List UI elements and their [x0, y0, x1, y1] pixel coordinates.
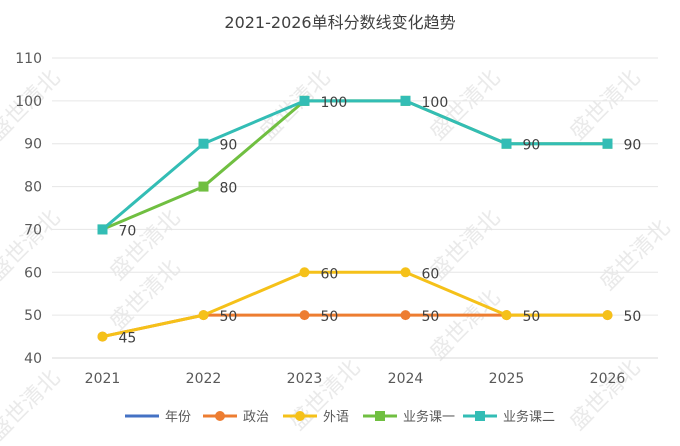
- data-point-square: [602, 138, 613, 149]
- legend-item: 政治: [203, 410, 269, 425]
- x-tick-label: 2026: [590, 371, 626, 387]
- data-point-square: [198, 181, 209, 192]
- legend-label: 外语: [323, 410, 349, 425]
- data-point-circle: [400, 267, 411, 278]
- series-line: [101, 99, 608, 231]
- data-label: 60: [321, 266, 339, 282]
- data-point-circle: [299, 310, 310, 321]
- legend-label: 业务课一: [403, 409, 455, 425]
- data-label: 100: [321, 95, 348, 111]
- data-point-circle: [97, 331, 108, 342]
- watermark-text: 盛世清北: [0, 365, 65, 445]
- y-tick-label: 90: [24, 137, 42, 153]
- legend-item: 业务课一: [363, 409, 455, 425]
- y-tick-label: 70: [24, 222, 42, 238]
- legend-marker: [375, 411, 385, 421]
- legend-marker: [215, 411, 225, 421]
- legend-label: 年份: [165, 410, 191, 425]
- series-line: [102, 270, 608, 339]
- data-label: 50: [321, 309, 339, 325]
- y-tick-label: 100: [15, 94, 42, 110]
- data-label: 90: [220, 138, 238, 154]
- data-label: 50: [220, 309, 238, 325]
- data-point-square: [97, 224, 108, 235]
- y-tick-label: 40: [24, 351, 42, 367]
- series-外语: [97, 267, 613, 342]
- data-label-layer: 50 50 45 50 60 60 50 50 80 70 90 100 100 90 90: [119, 95, 642, 347]
- chart-title: 2021-2026单科分数线变化趋势: [224, 13, 455, 32]
- data-label: 90: [624, 138, 642, 154]
- data-label: 50: [523, 309, 541, 325]
- y-axis: 40 50 60 70 80 90 100 110: [15, 51, 42, 367]
- x-tick-label: 2023: [287, 371, 323, 387]
- legend-item: 业务课二: [463, 409, 555, 425]
- data-point-square: [299, 95, 310, 106]
- data-point-circle: [299, 267, 310, 278]
- legend-item: 外语: [283, 410, 349, 425]
- data-label: 45: [119, 331, 137, 347]
- data-point-circle: [501, 310, 512, 321]
- data-point-square: [400, 95, 411, 106]
- series-layer: [97, 95, 613, 342]
- series-业务课二: [97, 95, 613, 235]
- legend-label: 政治: [243, 410, 269, 425]
- data-label: 50: [422, 309, 440, 325]
- watermark-text: 盛世清北: [565, 355, 645, 435]
- legend-marker: [475, 411, 485, 421]
- data-point-circle: [400, 310, 411, 321]
- data-point-square: [501, 138, 512, 149]
- y-tick-label: 110: [15, 51, 42, 67]
- data-label: 50: [624, 309, 642, 325]
- data-point-circle: [602, 310, 613, 321]
- legend-marker: [295, 411, 305, 421]
- x-tick-label: 2022: [186, 371, 222, 387]
- data-label: 80: [220, 181, 238, 197]
- data-point-square: [198, 138, 209, 149]
- legend-item: 年份: [125, 410, 191, 425]
- legend-label: 业务课二: [503, 409, 555, 425]
- data-point-circle: [198, 310, 209, 321]
- y-tick-label: 50: [24, 308, 42, 324]
- data-label: 70: [119, 223, 137, 239]
- x-axis: 2021 2022 2023 2024 2025 2026: [85, 371, 626, 387]
- watermark-text: 盛世清北: [565, 65, 645, 145]
- x-tick-label: 2025: [489, 371, 525, 387]
- data-label: 60: [422, 266, 440, 282]
- data-label: 90: [523, 138, 541, 154]
- data-label: 100: [422, 95, 449, 111]
- y-tick-label: 60: [24, 265, 42, 281]
- x-tick-label: 2024: [388, 371, 424, 387]
- y-tick-label: 80: [24, 180, 42, 196]
- x-tick-label: 2021: [85, 371, 121, 387]
- watermark-text: 盛世清北: [595, 215, 675, 295]
- legend: 年份 政治 外语 业务课一 业务课二: [125, 409, 555, 425]
